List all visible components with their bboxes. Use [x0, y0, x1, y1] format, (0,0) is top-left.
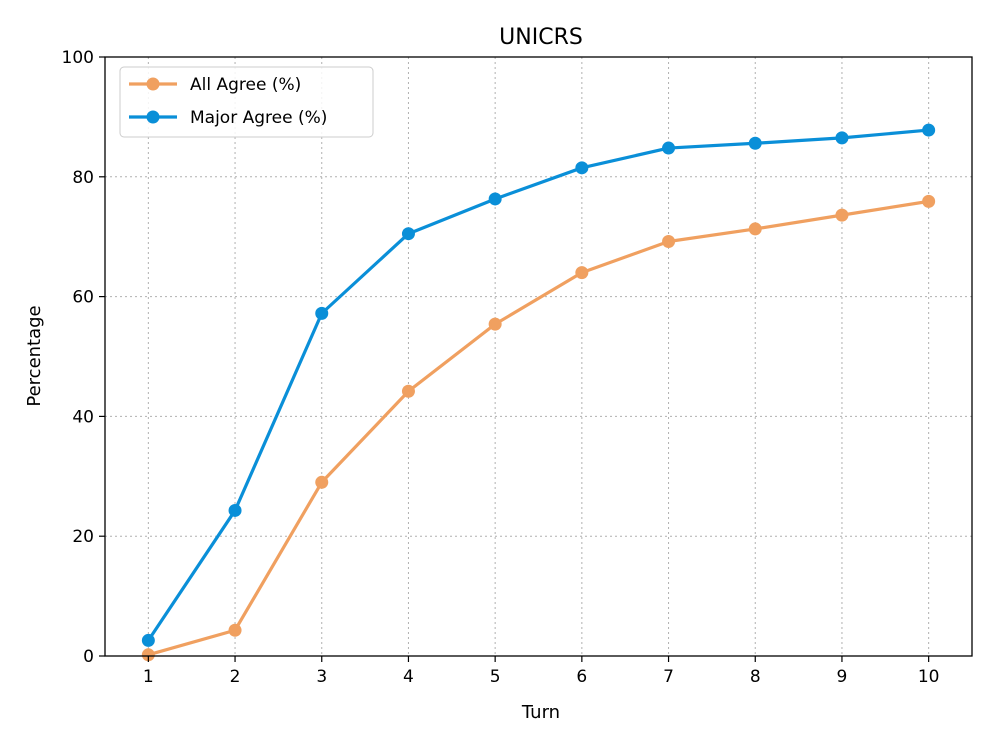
series-line-0: [147, 199, 929, 657]
y-tick-label: 100: [62, 48, 94, 68]
x-tick-label: 3: [316, 667, 327, 687]
y-tick-label: 80: [72, 168, 94, 188]
series-1-point: [575, 161, 589, 175]
series-0-point: [315, 475, 329, 489]
series-layer: [141, 123, 936, 662]
plot-frame: [104, 56, 973, 657]
series-0-point: [488, 317, 502, 331]
legend: All Agree (%) Major Agree (%): [119, 66, 374, 138]
x-axis-label: Turn: [521, 702, 560, 723]
series-0-point: [922, 194, 936, 208]
legend-entry-label: All Agree (%): [190, 75, 301, 95]
x-tick-label: 5: [490, 667, 501, 687]
series-0-point: [835, 208, 849, 222]
series-1-point: [662, 141, 676, 155]
chart-title: UNICRS: [499, 25, 583, 50]
x-tick-label: 9: [837, 667, 848, 687]
x-tick-label: 8: [750, 667, 761, 687]
series-1-point: [228, 503, 242, 517]
legend-swatch-marker: [146, 110, 160, 124]
x-tick-label: 6: [576, 667, 587, 687]
y-axis-label: Percentage: [24, 305, 45, 406]
y-tick-label: 40: [72, 407, 94, 427]
series-1-point: [835, 131, 849, 145]
series-1-point: [141, 633, 155, 647]
series-0-point: [748, 222, 762, 236]
y-tick-label: 20: [72, 527, 94, 547]
x-tick-label: 7: [663, 667, 674, 687]
legend-frame: [119, 66, 374, 138]
series-1-point: [315, 306, 329, 320]
series-0-point: [662, 234, 676, 248]
y-tick-label: 60: [72, 288, 94, 308]
series-0-point: [228, 623, 242, 637]
series-line-1: [147, 128, 929, 642]
grid: [105, 56, 972, 657]
series-0-point: [575, 266, 589, 280]
series-1-point: [401, 227, 415, 241]
y-tick-label: 0: [83, 647, 94, 667]
legend-entry-label: Major Agree (%): [190, 108, 327, 128]
series-1-point: [748, 136, 762, 150]
series-0-point: [401, 384, 415, 398]
series-1-point: [922, 123, 936, 137]
x-tick-label: 4: [403, 667, 414, 687]
x-tick-label: 10: [918, 667, 940, 687]
legend-swatch-marker: [146, 77, 160, 91]
series-1-point: [488, 192, 502, 206]
x-tick-label: 2: [230, 667, 241, 687]
series-0-point: [141, 648, 155, 662]
x-tick-label: 1: [143, 667, 154, 687]
